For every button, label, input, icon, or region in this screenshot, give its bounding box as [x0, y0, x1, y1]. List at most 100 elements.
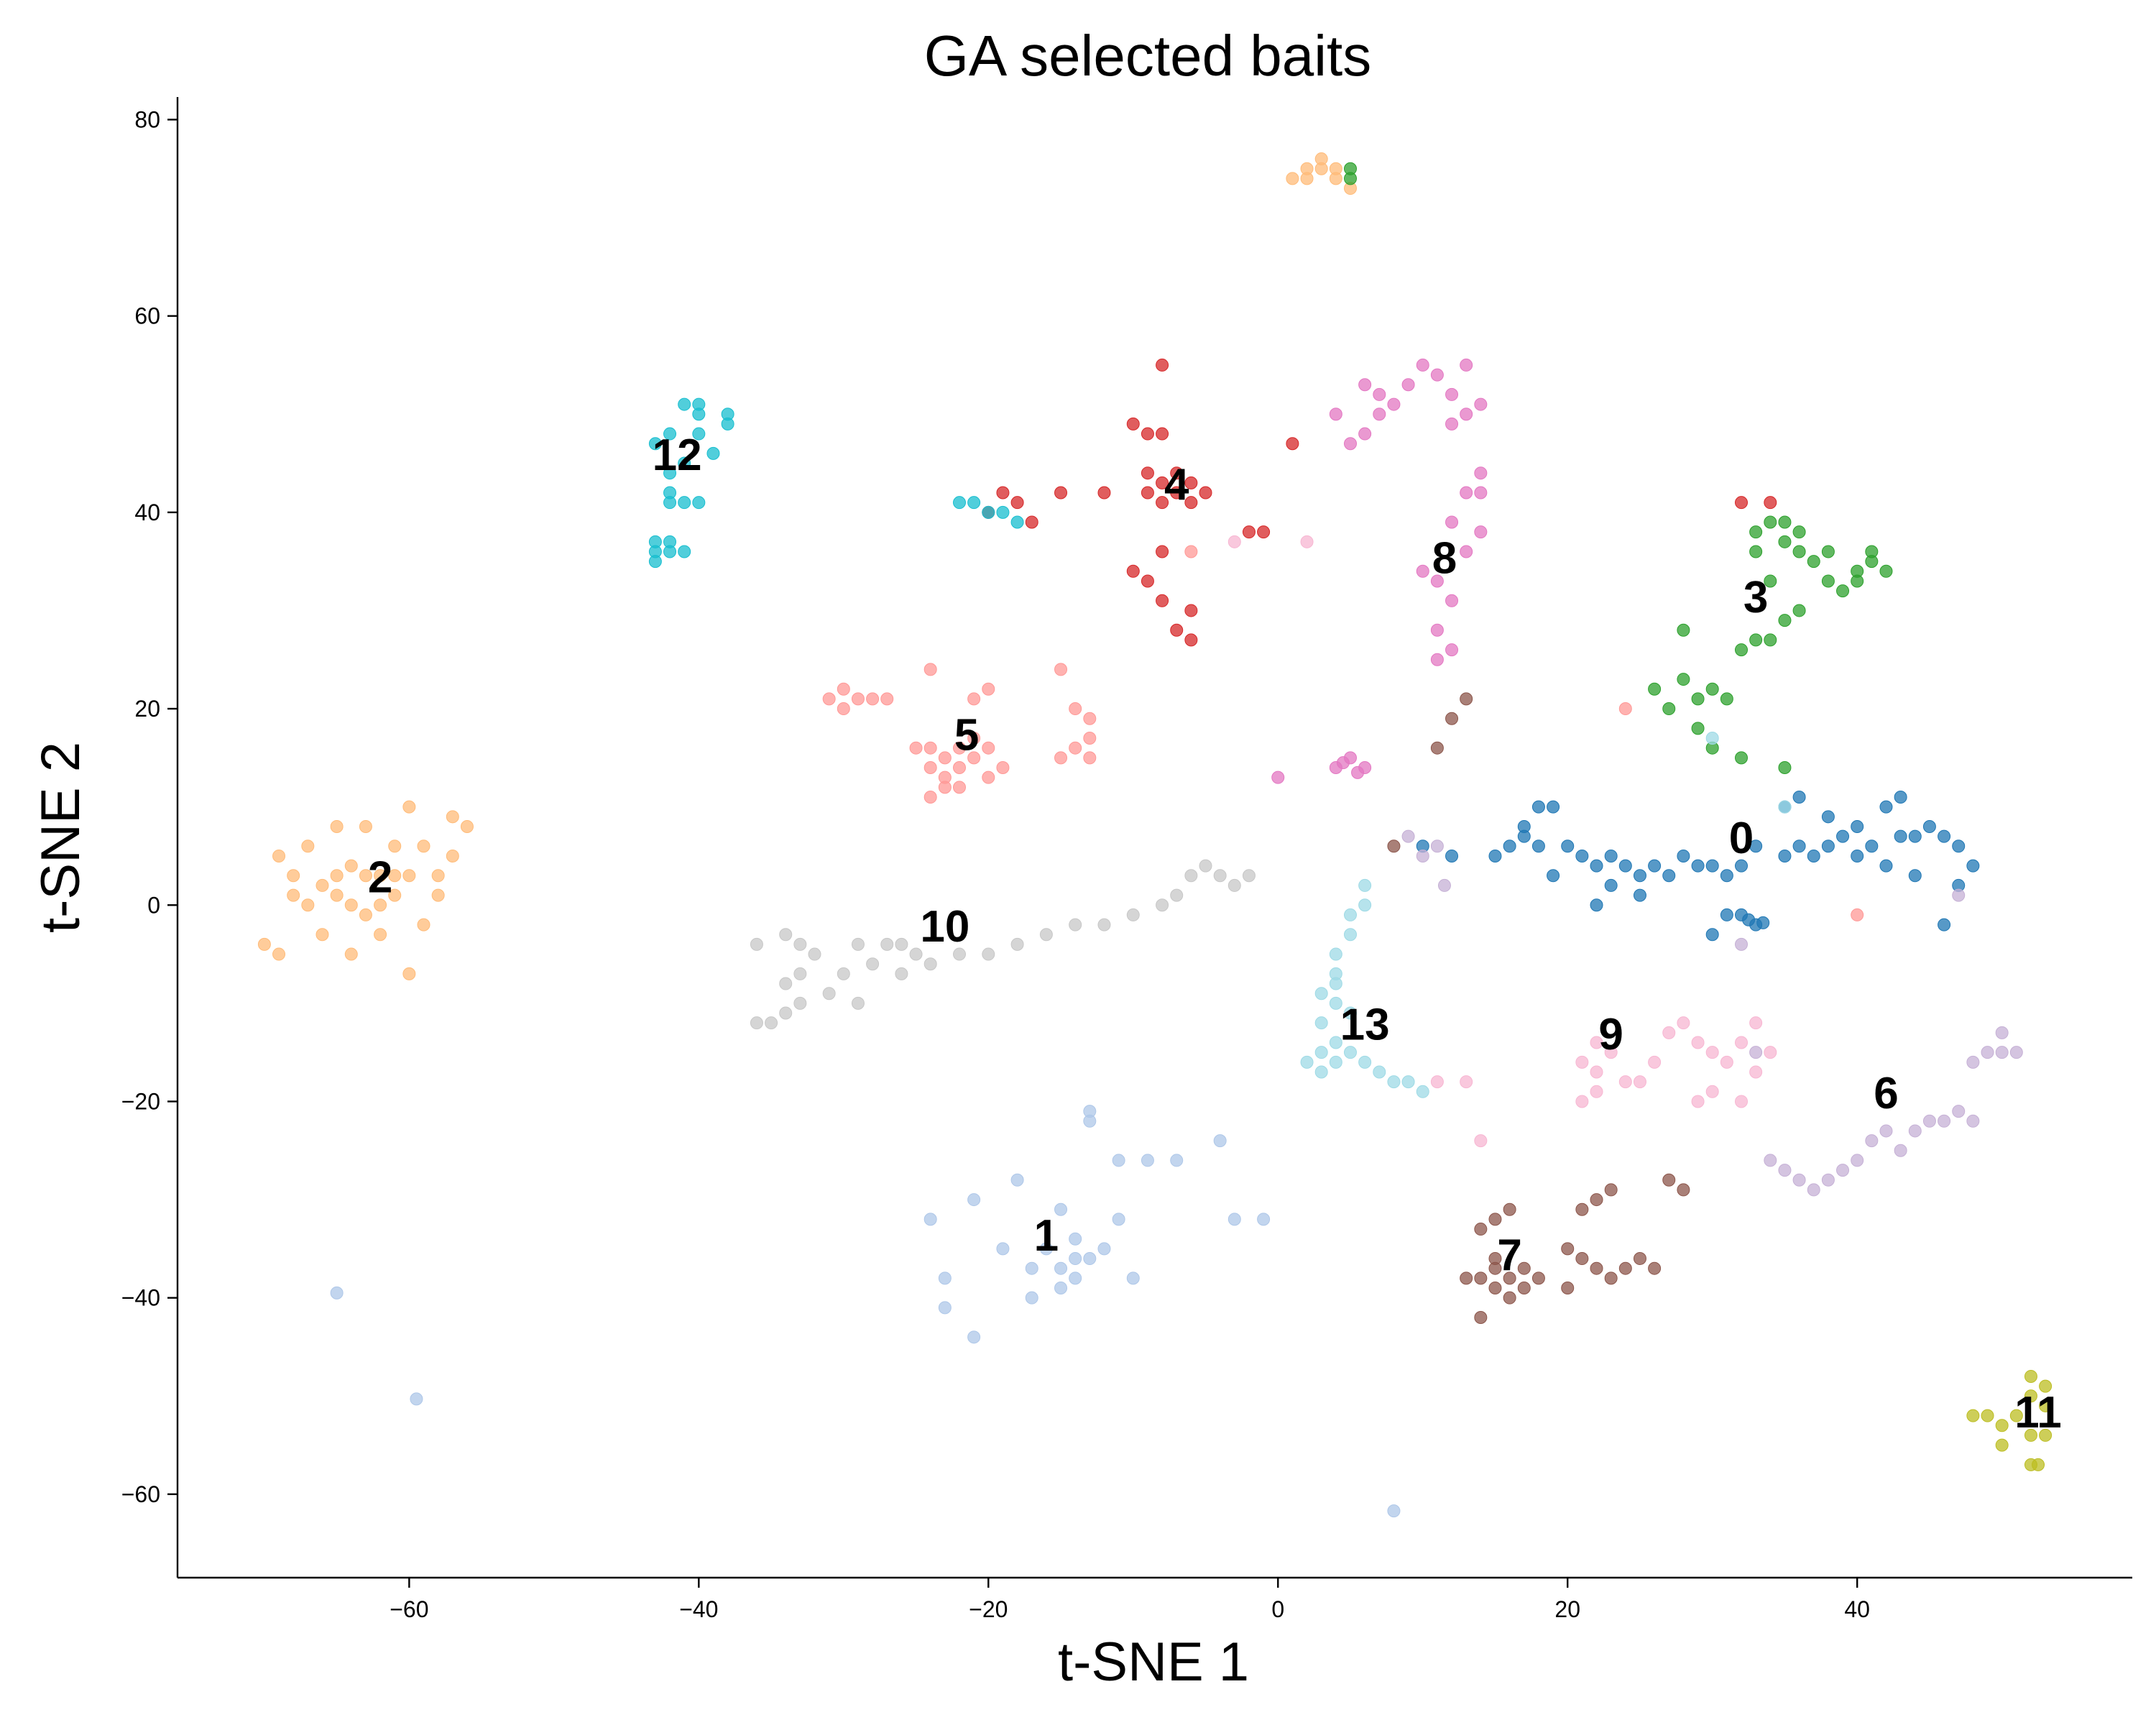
cluster-5-point	[938, 781, 952, 794]
cluster-13-point	[1314, 1016, 1328, 1030]
cluster-8-point	[1358, 427, 1372, 441]
cluster-8-point	[1416, 564, 1429, 578]
cluster-8-point	[1474, 466, 1488, 480]
cluster-2-point	[446, 849, 459, 862]
cluster-5-point	[1083, 732, 1097, 745]
cluster-2-point	[301, 898, 315, 912]
cluster-10-point	[808, 947, 821, 961]
cluster-0-point	[1633, 888, 1646, 902]
cluster-11-point	[2009, 1409, 2023, 1422]
cluster-5-point	[923, 663, 937, 676]
cluster-13-point	[1358, 1055, 1372, 1069]
cluster-3-point	[1691, 722, 1705, 735]
cluster-10-point	[953, 947, 966, 961]
cluster-3-point	[1792, 525, 1806, 539]
cluster-7-point	[1474, 1271, 1488, 1285]
cluster-5-point	[938, 751, 952, 765]
cluster-4-point	[1010, 496, 1024, 510]
cluster-8-point	[1460, 408, 1473, 421]
cluster-5-point	[923, 790, 937, 804]
cluster-2-point	[301, 840, 315, 853]
cluster-9-point	[1575, 1055, 1589, 1069]
y-ticks: −60 −40 −20 0 20 40 60 80	[121, 106, 178, 1507]
cluster-10-point	[1170, 888, 1184, 902]
cluster-8-point	[1401, 378, 1415, 392]
cluster-2-point	[374, 869, 387, 883]
y-tick-label: −20	[121, 1088, 160, 1114]
cluster-2-point	[431, 869, 445, 883]
cluster-1-point	[1112, 1154, 1125, 1167]
cluster-4-point	[1170, 623, 1184, 637]
cluster-12-point	[953, 496, 966, 510]
cluster-0-point	[1966, 859, 1980, 873]
cluster-2-point	[359, 908, 372, 921]
cluster-10-point	[851, 996, 865, 1010]
cluster-6-point	[1938, 1114, 1951, 1128]
cluster-8-point	[1445, 594, 1459, 607]
cluster-4-point	[1764, 496, 1777, 510]
cluster-0-point	[1749, 840, 1763, 853]
cluster-2-point	[330, 869, 344, 883]
cluster-6-point	[1952, 888, 1966, 902]
cluster-0-point	[1705, 859, 1719, 873]
cluster-1-point	[1213, 1134, 1227, 1148]
cluster-0-point	[1952, 840, 1966, 853]
cluster-12-point	[692, 427, 706, 441]
cluster-0-point	[1662, 869, 1676, 883]
x-tick-label: −60	[390, 1596, 428, 1622]
cluster-2-point	[287, 869, 300, 883]
cluster-3-point	[1344, 172, 1357, 185]
cluster-10-point	[765, 1016, 778, 1030]
cluster-3-point	[1720, 692, 1733, 706]
cluster-2-point	[272, 849, 286, 862]
cluster-7-point	[1488, 1252, 1502, 1266]
cluster-5-point	[1083, 751, 1097, 765]
cluster-8-point	[1430, 368, 1444, 382]
cluster-0-point	[1604, 878, 1618, 892]
cluster-1-point	[1054, 1261, 1068, 1275]
cluster-10-point	[923, 957, 937, 971]
cluster-4-point	[1141, 574, 1154, 588]
cluster-5-point	[953, 781, 966, 794]
cluster-6-point	[1995, 1046, 2009, 1059]
cluster-10-point	[1126, 908, 1140, 921]
cluster-12-point	[982, 505, 995, 519]
cluster-12-point	[996, 505, 1010, 519]
cluster-11-point	[1981, 1409, 1994, 1422]
cluster-10-point	[750, 937, 763, 951]
cluster-7-point	[1575, 1252, 1589, 1266]
cluster-12-point	[678, 545, 691, 558]
cluster-6-point	[1430, 840, 1444, 853]
cluster-3-point	[1705, 682, 1719, 696]
cluster-13-point	[1314, 987, 1328, 1000]
cluster-1-point	[938, 1301, 952, 1315]
cluster-2-point	[460, 819, 474, 833]
cluster-2-point	[257, 937, 271, 951]
cluster-10-point	[1242, 869, 1256, 883]
cluster-9-point	[1735, 1095, 1748, 1108]
cluster-0-point	[1792, 840, 1806, 853]
cluster-2-point	[374, 928, 387, 942]
cluster-label-4: 4	[1164, 460, 1189, 510]
cluster-2-point	[446, 810, 459, 824]
cluster-6-point	[1966, 1114, 1980, 1128]
cluster-0-point	[1691, 859, 1705, 873]
cluster-2-point	[330, 819, 344, 833]
cluster-5-point	[880, 692, 894, 706]
y-tick-label: −60	[121, 1481, 160, 1507]
cluster-10-point	[779, 1006, 793, 1020]
cluster-5-point	[953, 741, 966, 755]
cluster-12-point	[663, 466, 677, 480]
cluster-13-point	[1387, 1075, 1401, 1089]
cluster-0-point	[1792, 790, 1806, 804]
cluster-0-point	[1821, 810, 1835, 824]
cluster-3-point	[1778, 614, 1792, 627]
cluster-5-point	[1054, 751, 1068, 765]
cluster-1-point	[1387, 1504, 1401, 1518]
cluster-10-point	[793, 996, 807, 1010]
cluster-label-8: 8	[1432, 534, 1457, 584]
cluster-9-point	[1618, 1075, 1632, 1089]
cluster-5-point	[822, 692, 836, 706]
cluster-12-point	[967, 496, 981, 510]
cluster-5-point	[909, 741, 923, 755]
